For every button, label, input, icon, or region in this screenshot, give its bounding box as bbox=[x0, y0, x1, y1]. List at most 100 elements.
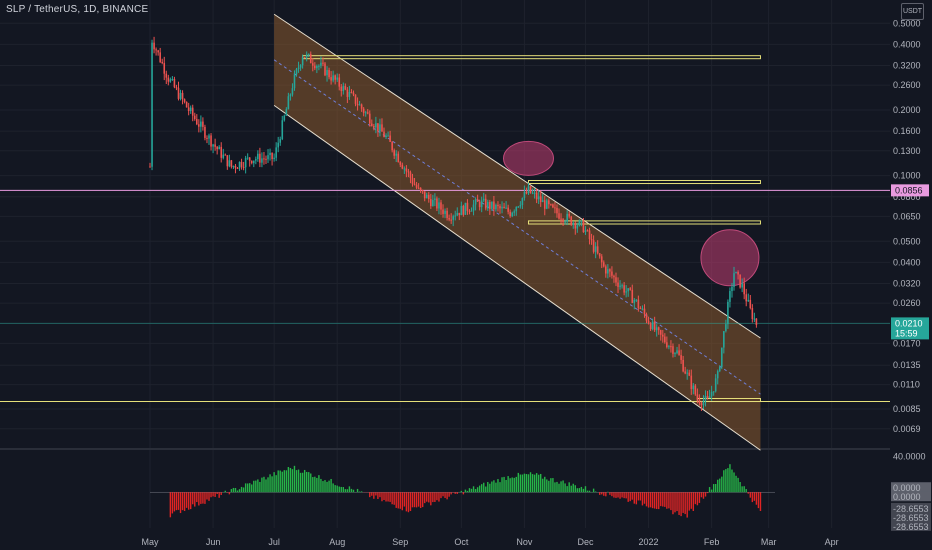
candle-body bbox=[377, 123, 379, 132]
oscillator-bar bbox=[373, 492, 375, 499]
oscillator-bar bbox=[719, 478, 721, 493]
candle-body bbox=[708, 396, 711, 399]
price-tick-label: 0.0400 bbox=[893, 257, 921, 267]
oscillator-bar bbox=[696, 492, 699, 506]
candle-body bbox=[586, 230, 589, 232]
oscillator-bar bbox=[603, 492, 605, 496]
candle-body bbox=[226, 155, 229, 167]
oscillator-bar bbox=[444, 492, 446, 498]
candle-body bbox=[613, 275, 615, 278]
oscillator-bar bbox=[360, 491, 363, 493]
oscillator-bar bbox=[533, 474, 536, 493]
candle-body bbox=[607, 269, 609, 274]
oscillator-bar bbox=[332, 483, 334, 493]
currency-badge[interactable]: USDT bbox=[901, 3, 924, 20]
oscillator-bar bbox=[200, 492, 202, 504]
oscillator-bar bbox=[727, 468, 729, 493]
oscillator-bar bbox=[737, 477, 739, 493]
candle-body bbox=[753, 318, 756, 320]
oscillator-bar bbox=[584, 486, 587, 493]
candle-body bbox=[582, 220, 585, 233]
candle-body bbox=[576, 225, 579, 229]
oscillator-bar bbox=[706, 492, 709, 494]
candle-body bbox=[480, 200, 483, 208]
oscillator-bar bbox=[476, 487, 479, 493]
oscillator-bar bbox=[303, 469, 306, 493]
candle-body bbox=[297, 67, 300, 70]
price-axis[interactable]: 0.5000 0.4000 0.3200 0.2600 0.2000 0.1600 0.13… bbox=[890, 0, 932, 550]
oscillator-bar bbox=[535, 473, 538, 493]
candle-body bbox=[366, 112, 369, 114]
candle-body bbox=[580, 220, 583, 222]
candle-body bbox=[751, 307, 754, 319]
oscillator-bar bbox=[485, 486, 487, 493]
candle-body bbox=[491, 201, 493, 209]
highlight-ellipses[interactable] bbox=[502, 140, 760, 287]
candle-body bbox=[706, 395, 709, 399]
oscillator-bar bbox=[350, 488, 353, 493]
oscillator-bar bbox=[169, 492, 172, 518]
oscillator-bar bbox=[438, 492, 440, 502]
candle-body bbox=[655, 327, 658, 331]
time-axis[interactable]: May Jun Jul Aug Sep Oct Nov Dec 2022 Feb Mar Apr bbox=[141, 537, 838, 547]
oscillator-bar bbox=[552, 478, 554, 493]
candle-body bbox=[668, 346, 670, 348]
oscillator-bar bbox=[503, 476, 505, 493]
oscillator-bar bbox=[352, 489, 355, 493]
oscillator-bar bbox=[755, 492, 758, 505]
oscillator-bar bbox=[297, 469, 300, 493]
descending-channel[interactable] bbox=[273, 13, 761, 451]
candle-body bbox=[450, 219, 452, 221]
zone-box bbox=[527, 220, 761, 225]
candle-body bbox=[364, 112, 367, 114]
oscillator-bar bbox=[576, 488, 579, 493]
oscillator-axis-label: 40.0000 bbox=[893, 451, 926, 461]
oscillator-bar bbox=[192, 492, 194, 505]
oscillator-value-tag bbox=[891, 482, 931, 493]
candle-body bbox=[605, 266, 607, 274]
oscillator-bar bbox=[747, 492, 749, 494]
candle-body bbox=[346, 89, 349, 97]
oscillator-bar bbox=[289, 467, 292, 493]
oscillator-bar bbox=[456, 492, 458, 494]
candle-body bbox=[193, 115, 196, 120]
candle-body bbox=[501, 206, 503, 209]
candle-body bbox=[255, 159, 257, 161]
price-tick-label: 0.0170 bbox=[893, 338, 921, 348]
candle-body bbox=[151, 42, 153, 167]
oscillator-bar bbox=[651, 492, 654, 509]
candle-body bbox=[653, 321, 656, 331]
candle-body bbox=[647, 320, 650, 324]
candle-body bbox=[600, 256, 603, 263]
candle-body bbox=[348, 92, 351, 97]
oscillator-bar bbox=[519, 474, 522, 493]
oscillator-bar bbox=[269, 474, 271, 493]
oscillator-bar bbox=[688, 492, 690, 511]
price-tick-label: 0.0500 bbox=[893, 236, 921, 246]
current-price-tag bbox=[891, 317, 929, 340]
candle-body bbox=[169, 79, 172, 82]
candle-body bbox=[330, 77, 332, 81]
oscillator-bar bbox=[273, 472, 275, 493]
candle-body bbox=[525, 191, 528, 194]
horizontal-levels[interactable] bbox=[0, 189, 890, 403]
time-axis-label: Nov bbox=[516, 537, 533, 547]
oscillator-bar bbox=[358, 491, 361, 493]
candle-body bbox=[220, 146, 223, 158]
oscillator-bar bbox=[588, 490, 591, 493]
candle-body bbox=[430, 199, 432, 207]
candle-body bbox=[206, 137, 208, 139]
oscillator-bar bbox=[692, 492, 695, 512]
candle-body bbox=[472, 204, 475, 211]
candle-body bbox=[554, 207, 556, 209]
candle-body bbox=[383, 131, 385, 137]
oscillator-bar bbox=[460, 490, 463, 493]
pink-level-label: 0.0856 bbox=[895, 185, 923, 195]
channel-midline bbox=[273, 59, 761, 395]
candle-body bbox=[202, 121, 204, 127]
time-axis-label: Jul bbox=[268, 537, 280, 547]
oscillator-bar bbox=[277, 470, 279, 493]
oscillator-bar bbox=[710, 489, 713, 493]
candle-body bbox=[411, 177, 414, 184]
